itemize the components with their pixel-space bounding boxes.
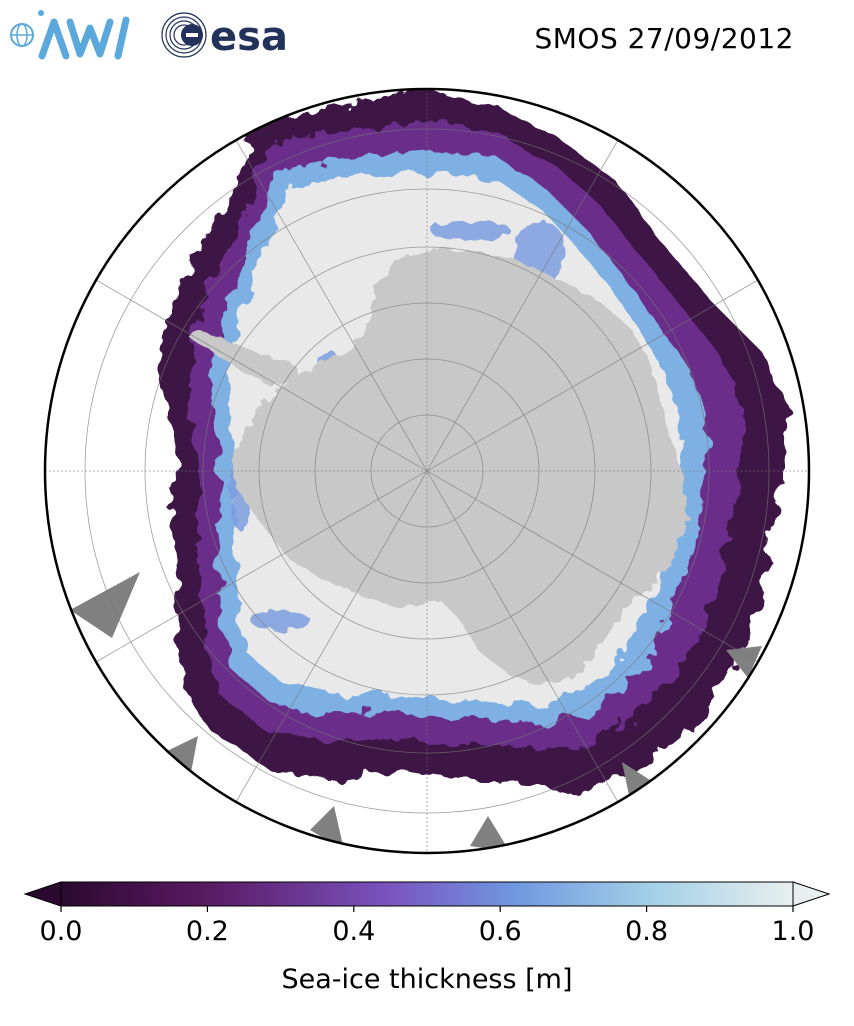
map-frame (43, 87, 811, 855)
colorbar-tick-label: 0.2 (185, 916, 229, 947)
antarctica (190, 248, 688, 685)
colorbar: 0.0 0.2 0.4 0.6 0.8 1.0 Sea-ice thickness [m] (0, 870, 854, 1026)
graticule (45, 89, 809, 853)
colorbar-gradient (60, 881, 794, 907)
polar-map (0, 80, 854, 870)
awi-logo (10, 10, 130, 60)
colorbar-over-arrow (792, 881, 831, 907)
colorbar-tick-label: 0.6 (478, 916, 522, 947)
map-svg (43, 87, 811, 855)
colorbar-tick-label: 0.4 (332, 916, 376, 947)
colorbar-title: Sea-ice thickness [m] (281, 964, 573, 995)
svg-text:esa: esa (210, 14, 288, 60)
colorbar-tick-label: 1.0 (771, 916, 815, 947)
colorbar-svg (23, 881, 831, 912)
esa-logo: esa (161, 12, 288, 60)
header: esa SMOS 27/09/2012 (0, 0, 854, 80)
colorbar-ticks (60, 906, 794, 912)
colorbar-tick-label: 0.8 (625, 916, 669, 947)
date-label: SMOS 27/09/2012 (534, 22, 794, 55)
colorbar-tick-label: 0.0 (39, 916, 83, 947)
colorbar-under-arrow (23, 881, 62, 907)
